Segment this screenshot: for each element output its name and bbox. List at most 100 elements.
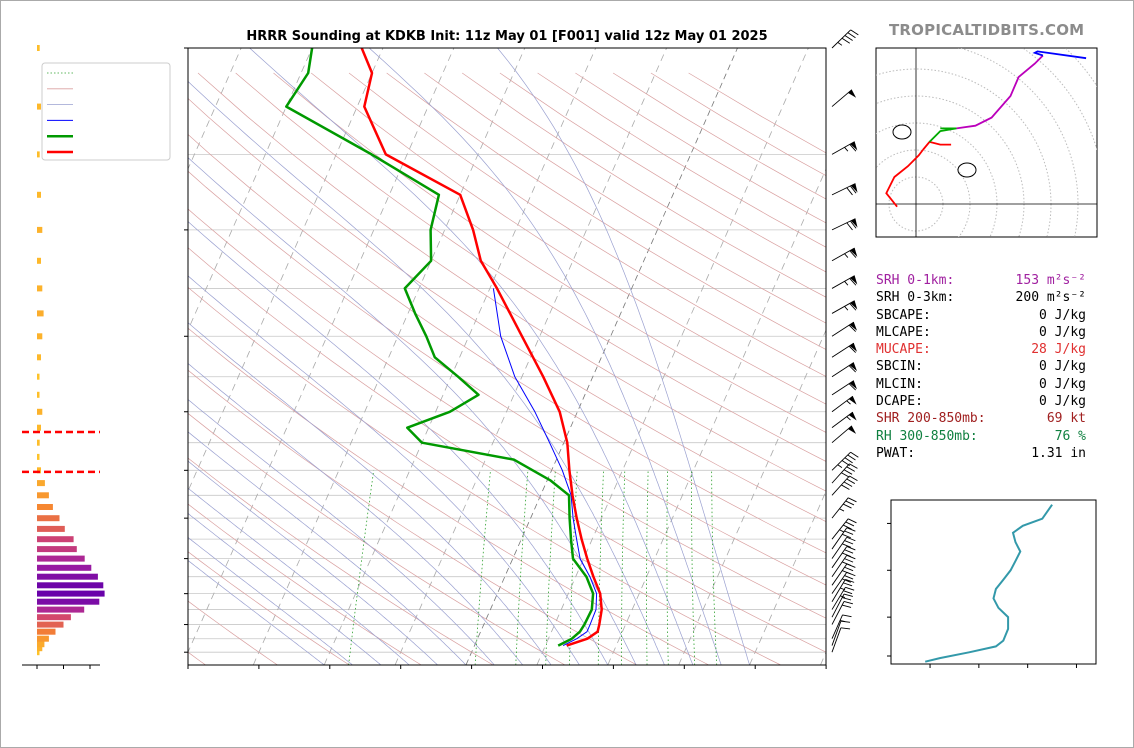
wind-barb-half-feather <box>846 400 851 405</box>
chart-legend <box>41 62 171 161</box>
wind-barb-feather <box>842 578 851 583</box>
stat-row: MLCIN: 0 J/kg <box>876 376 1096 393</box>
wind-barb-feather <box>846 536 856 542</box>
wind-barb-staff <box>831 183 856 196</box>
wind-barb-feather <box>843 582 853 587</box>
stat-value: 28 J/kg <box>1031 342 1086 358</box>
dry-adiabat-line <box>235 72 826 462</box>
dry-adiabat-line <box>386 72 826 350</box>
omega-bar <box>37 641 45 648</box>
wind-barb-feather <box>846 222 853 231</box>
theta-e-profile <box>924 504 1053 663</box>
wind-barb <box>831 411 857 429</box>
wind-barb-feather <box>846 527 856 532</box>
wind-barb-feather <box>844 457 853 464</box>
moist-adiabat-line <box>188 80 665 665</box>
wind-barb-flag <box>850 141 858 151</box>
isotherm-line <box>536 48 809 665</box>
moist-adiabat-line <box>249 48 694 665</box>
wind-barb-staff <box>831 627 842 653</box>
wind-barb <box>831 321 858 337</box>
wind-barb <box>831 29 859 49</box>
wind-barb-feather <box>850 29 859 36</box>
stat-label: MLCAPE: <box>876 324 931 340</box>
hodograph-plot <box>876 48 1097 237</box>
wind-barb <box>831 527 856 550</box>
wind-barb-staff <box>831 141 855 155</box>
wind-barb-feather <box>846 546 856 551</box>
right-mover-marker <box>957 162 977 178</box>
omega-bar <box>37 354 41 361</box>
wind-barb-feather <box>848 365 856 373</box>
stat-row: MLCAPE: 0 J/kg <box>876 324 1096 341</box>
omega-bar <box>37 628 56 635</box>
wind-barb-feather <box>845 586 855 591</box>
dry-adiabat-line <box>188 286 781 665</box>
wind-barb-feather <box>842 614 852 618</box>
dry-adiabat-line <box>188 412 566 665</box>
wind-barb-feather <box>849 250 857 258</box>
mixing-ratio-line <box>474 470 491 665</box>
stat-value: 0 J/kg <box>1039 394 1086 410</box>
wind-barb-staff <box>831 475 850 496</box>
theta-e-frame <box>890 499 1097 665</box>
wind-barb-flag <box>848 396 857 405</box>
omega-bar <box>37 598 100 605</box>
wind-barb-feather <box>849 475 858 481</box>
stat-label: DCAPE: <box>876 394 923 410</box>
wind-barb-flag <box>849 322 858 331</box>
wind-barb <box>831 497 857 519</box>
wind-barb-staff <box>831 587 846 610</box>
omega-bar <box>37 333 43 340</box>
dry-adiabat-line <box>188 208 826 619</box>
temperature-profile <box>360 48 603 647</box>
wind-barb-feather <box>850 451 859 458</box>
stat-value: 76 % <box>1054 428 1086 444</box>
omega-bar <box>37 408 43 415</box>
hodograph-trace <box>1032 50 1087 60</box>
dry-adiabat-line <box>188 133 826 554</box>
wind-barb-feather <box>844 530 854 535</box>
isotherm-line <box>323 48 597 665</box>
wind-barb-feather <box>844 540 854 545</box>
stat-label: MLCIN: <box>876 376 923 392</box>
wind-barb-feather <box>849 144 857 152</box>
dry-adiabat-line <box>188 327 709 665</box>
omega-bar <box>37 310 44 317</box>
wind-barb <box>831 463 858 484</box>
omega-bar <box>37 257 41 264</box>
stat-label: SHR 200-850mb: <box>876 411 986 427</box>
wind-barb-feather <box>846 187 853 196</box>
wind-barb-half-feather <box>837 464 843 468</box>
stat-label: PWAT: <box>876 445 916 461</box>
omega-bar <box>37 492 49 499</box>
wind-barb-feather <box>842 570 851 575</box>
wind-barb <box>831 425 857 444</box>
chart-title: HRRR Sounding at KDKB Init: 11z May 01 [… <box>246 29 767 44</box>
stat-value: 153 m²s⁻² <box>1015 273 1086 288</box>
wind-barb <box>831 141 858 155</box>
mixing-ratio-line <box>621 470 626 665</box>
dry-adiabat-line <box>310 72 826 405</box>
wind-barb-feather <box>846 466 855 472</box>
omega-bar <box>37 546 77 553</box>
omega-bar <box>37 424 41 431</box>
stat-row: DCAPE: 0 J/kg <box>876 393 1096 410</box>
wind-barb-feather <box>844 566 854 572</box>
wind-barb-feather <box>841 37 850 44</box>
omega-bar <box>37 635 49 642</box>
isotherm-line <box>394 48 667 665</box>
wind-barb-staff <box>831 593 845 618</box>
stat-row: SRH 0-3km: 200 m²s⁻² <box>876 289 1096 306</box>
wind-barb-half-feather <box>844 253 849 258</box>
wind-barb-staff <box>831 463 850 484</box>
wind-barb-staff <box>831 275 855 289</box>
wind-barb-feather <box>840 627 851 630</box>
hodograph-frame <box>875 47 1098 238</box>
left-mover-marker <box>892 124 912 140</box>
wind-barb-half-feather <box>844 147 849 152</box>
omega-bar <box>37 590 105 597</box>
wind-barb-staff <box>831 579 846 602</box>
wind-barb-feather <box>847 32 856 39</box>
wind-barb-feather <box>849 278 857 286</box>
